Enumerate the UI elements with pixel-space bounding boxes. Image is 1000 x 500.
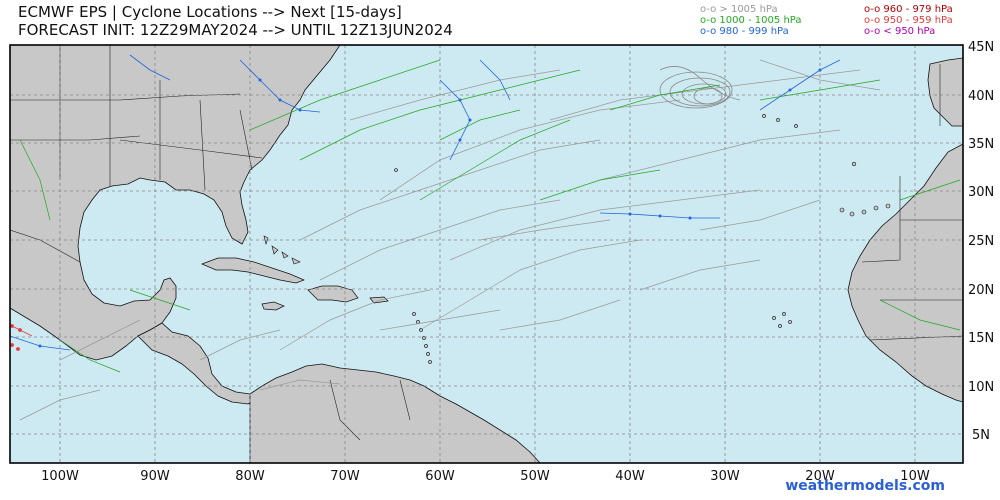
azores (762, 114, 798, 128)
tracks-moderate (19, 59, 961, 373)
lat-label: 20N (968, 283, 994, 298)
map-title: ECMWF EPS | Cyclone Locations --> Next [… (18, 3, 453, 39)
latitude-labels: 45N 40N 35N 30N 25N 20N 15N 10N 5N (968, 40, 994, 443)
lon-label: 10W (900, 469, 930, 484)
lon-label: 90W (140, 469, 170, 484)
pressure-legend-right: o-o 960 - 979 hPa o-o 950 - 959 hPa o-o … (864, 4, 953, 37)
lat-label: 10N (968, 380, 994, 395)
longitude-labels: 100W 90W 80W 70W 60W 50W 40W 30W 20W 10W (41, 469, 930, 484)
graticule (10, 45, 963, 463)
legend-item: o-o 1000 - 1005 hPa (700, 15, 802, 26)
canary-islands (839, 161, 891, 217)
legend-item: o-o < 950 hPa (864, 26, 936, 37)
pressure-legend-left: o-o > 1005 hPa o-o 1000 - 1005 hPa o-o 9… (700, 4, 801, 37)
lon-label: 80W (235, 469, 265, 484)
legend-item: o-o 980 - 999 hPa (700, 26, 789, 37)
lon-label: 70W (330, 469, 360, 484)
south-america (249, 363, 541, 463)
lat-label: 40N (968, 89, 994, 104)
cape-verde (772, 312, 792, 328)
lon-label: 100W (41, 469, 79, 484)
legend-item: o-o 960 - 979 hPa (864, 4, 953, 15)
storm-tracks (10, 54, 961, 421)
lon-label: 20W (805, 469, 835, 484)
iberia (927, 57, 963, 127)
lat-label: 15N (968, 331, 994, 346)
hispaniola (307, 285, 359, 303)
bermuda (394, 168, 398, 172)
lesser-antilles (412, 312, 432, 364)
legend-item: o-o > 1005 hPa (700, 4, 778, 15)
lat-label: 35N (968, 137, 994, 152)
title-line-2: FORECAST INIT: 12Z29MAY2024 --> UNTIL 12… (18, 21, 453, 39)
track-points (38, 68, 822, 348)
lon-label: 40W (615, 469, 645, 484)
lat-label: 30N (968, 185, 994, 200)
site-credit[interactable]: weathermodels.com (785, 478, 945, 494)
lon-label: 30W (710, 469, 740, 484)
legend-item: o-o 950 - 959 hPa (864, 15, 953, 26)
title-line-1: ECMWF EPS | Cyclone Locations --> Next [… (18, 3, 402, 21)
tracks-weak (19, 59, 881, 421)
map-frame (9, 44, 964, 464)
lat-label: 45N (968, 40, 994, 55)
cuba (201, 257, 305, 284)
puerto-rico (369, 296, 389, 304)
lat-label: 5N (972, 428, 990, 443)
lon-label: 60W (425, 469, 455, 484)
cyclone-loop-cluster (659, 66, 741, 109)
jamaica (261, 301, 285, 311)
lon-label: 50W (520, 469, 550, 484)
lat-label: 25N (968, 234, 994, 249)
